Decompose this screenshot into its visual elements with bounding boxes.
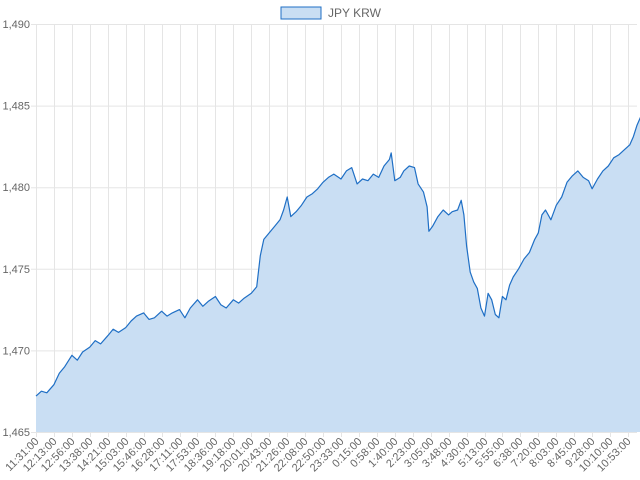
series-area: [36, 118, 640, 432]
plot-area: [35, 116, 640, 432]
legend-label: JPY KRW: [328, 6, 382, 20]
y-tick-label: 1,475: [2, 264, 30, 276]
legend-swatch: [280, 6, 322, 20]
y-tick-label: 1,480: [2, 182, 30, 194]
series-line: [35, 116, 640, 397]
y-tick-label: 1,470: [2, 345, 30, 357]
y-tick-label: 1,485: [2, 101, 30, 113]
y-tick-label: 1,490: [2, 19, 30, 31]
y-tick-label: 1,465: [2, 427, 30, 439]
legend[interactable]: JPY KRW: [280, 6, 382, 20]
